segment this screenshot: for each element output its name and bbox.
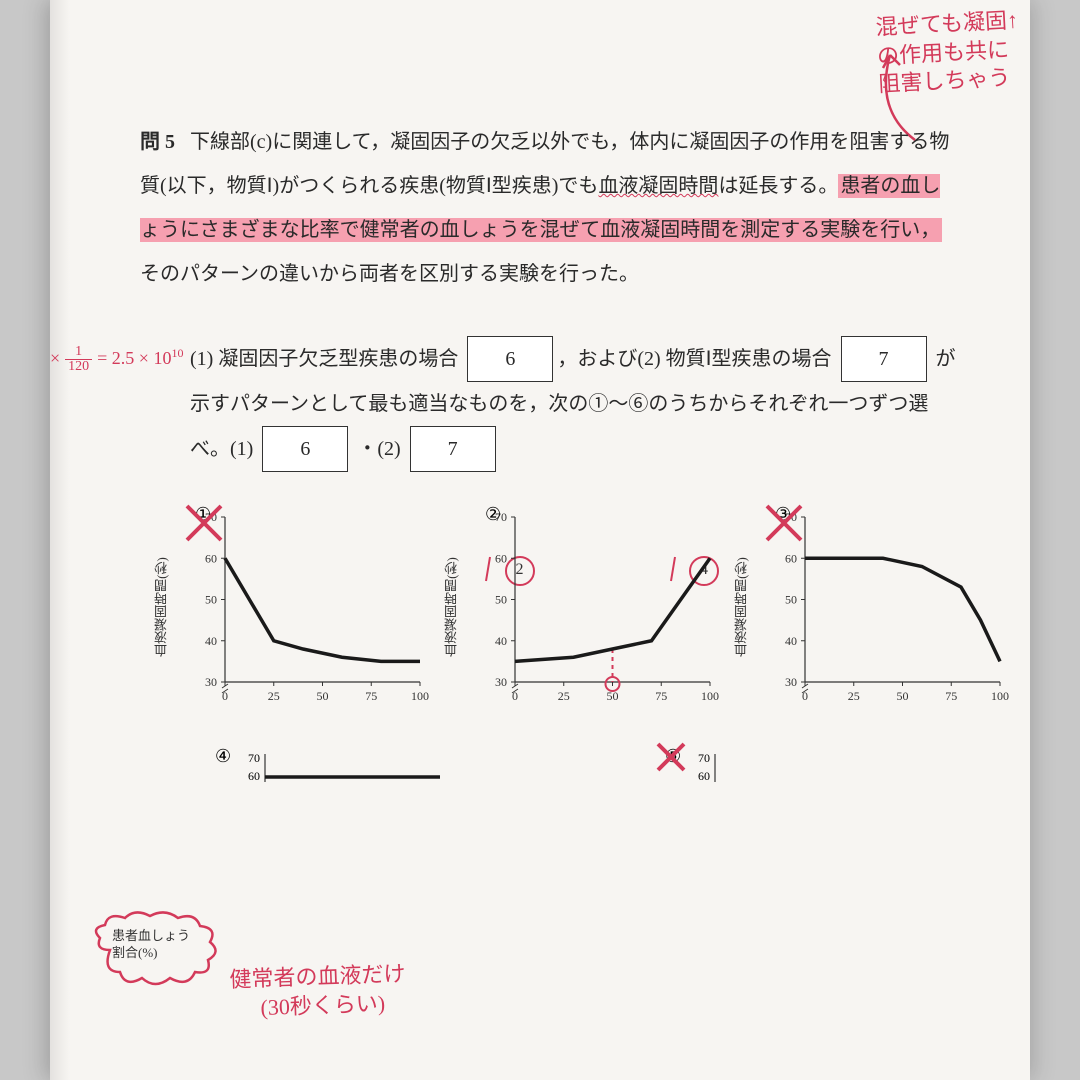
bottom-chart-4: ④ 70 60: [200, 742, 450, 782]
svg-text:25: 25: [848, 689, 860, 703]
anno-line: 阻害しちゃう: [878, 63, 1022, 99]
subq-line1a: (1) 凝固因子欠乏型疾患の場合: [190, 348, 458, 370]
svg-text:60: 60: [205, 551, 217, 565]
svg-text:25: 25: [558, 689, 570, 703]
answer-box-7b: 7: [410, 426, 496, 472]
chart-2: 血液凝固時間(秒) 02550751003040506070 ②: [470, 502, 720, 712]
svg-text:50: 50: [205, 593, 217, 607]
y-axis-label: 血液凝固時間(秒): [442, 557, 461, 657]
question-body-post: そのパターンの違いから両者を区別する実験を行った。: [140, 263, 639, 285]
y-axis-label: 血液凝固時間(秒): [732, 557, 751, 657]
svg-text:40: 40: [495, 634, 507, 648]
annotation-top-right: 混ぜても凝固↑ の作用も共に 阻害しちゃう: [875, 6, 1022, 99]
svg-text:④: ④: [215, 746, 231, 766]
svg-text:50: 50: [897, 689, 909, 703]
svg-text:100: 100: [411, 689, 429, 703]
svg-text:40: 40: [205, 634, 217, 648]
chart-1: 血液凝固時間(秒) 02550751003040506070 ①: [180, 502, 430, 712]
cloud-text: 患者血しょう 割合(%): [112, 928, 190, 962]
svg-text:40: 40: [785, 634, 797, 648]
svg-text:60: 60: [698, 769, 710, 782]
svg-text:50: 50: [785, 593, 797, 607]
cloud-line2: 割合(%): [112, 945, 190, 962]
answer-box-7: 7: [841, 336, 927, 382]
answer-box-6: 6: [467, 336, 553, 382]
question-5: 問 5 下線部(c)に関連して，凝固因子の欠乏以外でも，体内に凝固因子の作用を阻…: [140, 120, 960, 296]
svg-text:25: 25: [268, 689, 280, 703]
svg-text:100: 100: [991, 689, 1009, 703]
svg-text:75: 75: [655, 689, 667, 703]
svg-text:70: 70: [698, 751, 710, 765]
svg-text:30: 30: [785, 675, 797, 689]
svg-text:②: ②: [485, 504, 501, 524]
subq-line1b: ，および(2) 物質Ⅰ型疾患の場合: [557, 348, 831, 370]
dot: ・(2): [357, 438, 400, 460]
svg-text:100: 100: [701, 689, 719, 703]
svg-text:75: 75: [365, 689, 377, 703]
y-axis-label: 血液凝固時間(秒): [152, 557, 171, 657]
cloud-line1: 患者血しょう: [112, 928, 190, 945]
svg-text:50: 50: [495, 593, 507, 607]
bottom-charts-row: ④ 70 60 ⑤ 70 60 ⑥ 70 60: [140, 742, 960, 782]
question-body-mid: は延長する。: [718, 175, 838, 197]
cloud-annotation: 患者血しょう 割合(%): [90, 910, 240, 1000]
svg-text:30: 30: [205, 675, 217, 689]
svg-text:60: 60: [248, 769, 260, 782]
svg-text:60: 60: [785, 551, 797, 565]
bottom-chart-5: ⑤ 70 60: [650, 742, 900, 782]
chart-3: 血液凝固時間(秒) 02550751003040506070 ③: [760, 502, 1010, 712]
charts-row: 血液凝固時間(秒) 02550751003040506070 ① 血液凝固時間(…: [140, 502, 960, 712]
svg-text:50: 50: [317, 689, 329, 703]
wavy-text: 血液凝固時間: [598, 175, 718, 197]
svg-text:30: 30: [495, 675, 507, 689]
textbook-page: 混ぜても凝固↑ の作用も共に 阻害しちゃう × 1 120 = 2.5 × 10…: [50, 0, 1030, 1080]
sub-question: (1) 凝固因子欠乏型疾患の場合 6，および(2) 物質Ⅰ型疾患の場合 7 が示…: [140, 336, 960, 472]
svg-text:75: 75: [945, 689, 957, 703]
annotation-bottom: 健常者の血液だけ (30秒くらい): [229, 960, 407, 1023]
annotation-left-equation: × 1 120 = 2.5 × 1010: [50, 345, 183, 374]
question-label: 問 5: [140, 131, 175, 153]
svg-text:70: 70: [248, 751, 260, 765]
answer-box-6b: 6: [262, 426, 348, 472]
svg-text:60: 60: [495, 551, 507, 565]
